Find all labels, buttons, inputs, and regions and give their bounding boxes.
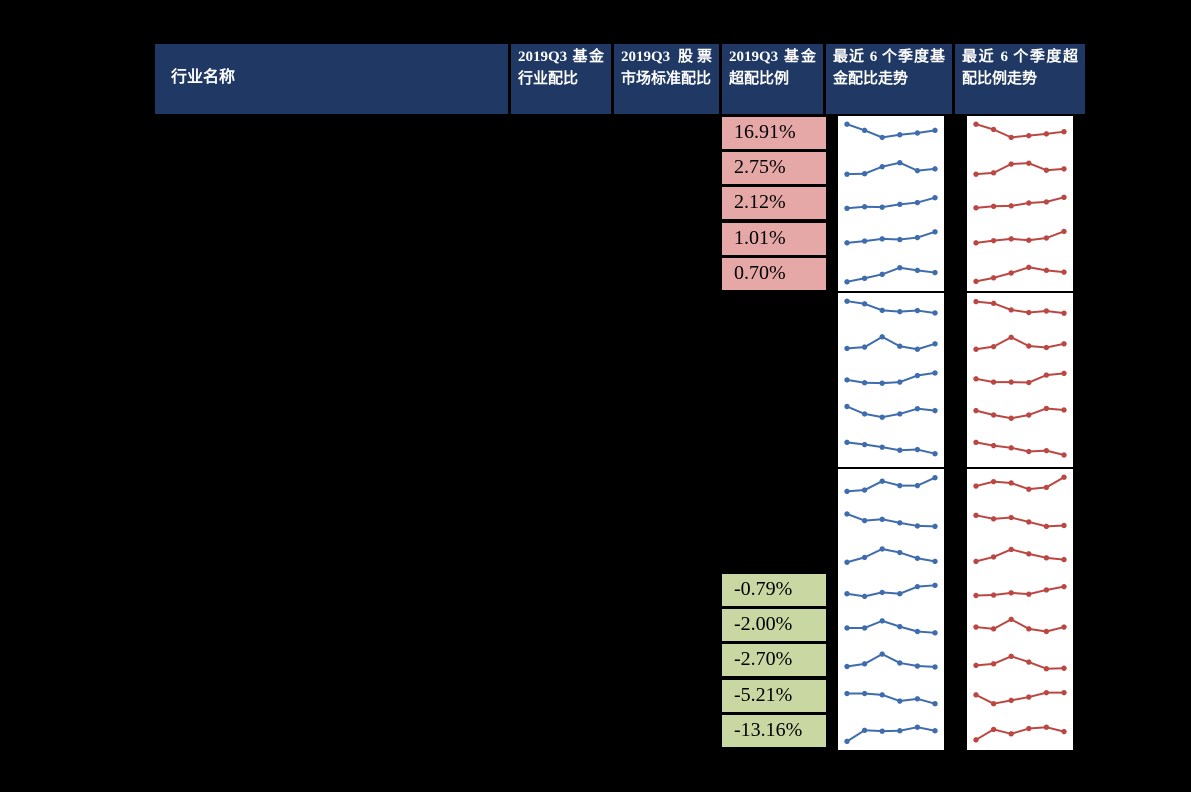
fund-allocation-trend-sparkline	[844, 195, 938, 211]
overweight-ratio-trend-sparkline	[973, 689, 1067, 707]
fund-allocation-trend-sparkline	[844, 474, 938, 495]
fund-allocation-trend-sparkline	[844, 404, 938, 421]
overweight-negative-cell: -13.16%	[722, 714, 826, 747]
fund-allocation-trend-block	[838, 116, 944, 291]
overweight-ratio-trend-sparkline	[973, 334, 1067, 352]
header-market-standard-allocation: 2019Q3 股票市场标准配比	[614, 44, 722, 114]
header-overweight-ratio-trend: 最近 6 个季度超配比例走势	[955, 44, 1085, 114]
overweight-ratio-trend-sparkline	[973, 406, 1067, 422]
fund-allocation-trend-sparkline	[844, 439, 938, 457]
overweight-ratio-trend-sparkline	[973, 370, 1067, 385]
fund-allocation-trend-block	[838, 293, 944, 467]
overweight-ratio-trend-sparkline	[973, 653, 1067, 672]
table-header-row: 行业名称 2019Q3 基金行业配比 2019Q3 股票市场标准配比 2019Q…	[155, 44, 1085, 114]
overweight-positive-cell: 2.12%	[722, 187, 826, 220]
fund-allocation-trend-sparkline	[844, 724, 938, 744]
fund-allocation-trend-sparkline	[844, 333, 938, 352]
overweight-positive-cell: 16.91%	[722, 117, 826, 149]
overweight-ratio-trend-sparkline	[973, 616, 1067, 634]
fund-allocation-trend-sparkline	[844, 511, 938, 530]
overweight-ratio-trend-block	[967, 293, 1073, 467]
overweight-negative-cell: -2.00%	[722, 609, 826, 642]
overweight-ratio-trend-sparkline	[973, 160, 1067, 177]
header-fund-allocation-trend: 最近 6 个季度基金配比走势	[826, 44, 955, 114]
overweight-positive-cell: 0.70%	[722, 257, 826, 290]
fund-allocation-trend-sparkline	[844, 369, 938, 386]
overweight-negative-cell: -5.21%	[722, 679, 826, 712]
overweight-ratio-trend-sparkline	[973, 584, 1067, 599]
overweight-positive-cell: 1.01%	[722, 222, 826, 255]
overweight-ratio-trend-sparkline	[973, 121, 1067, 141]
header-fund-overweight-ratio: 2019Q3 基金超配比例	[722, 44, 826, 114]
fund-allocation-trend-sparkline	[844, 690, 938, 707]
overweight-positive-cell: 2.75%	[722, 152, 826, 185]
overweight-ratio-trend-block	[967, 116, 1073, 291]
fund-allocation-trend-sparkline	[844, 298, 938, 316]
fund-allocation-trend-sparkline	[844, 617, 938, 636]
fund-allocation-trend-block	[838, 469, 944, 750]
overweight-ratio-trend-block	[967, 469, 1073, 750]
fund-allocation-trend-sparkline	[844, 265, 938, 285]
fund-allocation-trend-sparkline	[844, 651, 938, 670]
overweight-ratio-trend-sparkline	[973, 264, 1067, 285]
overweight-negative-cell: -0.79%	[722, 574, 826, 606]
fund-allocation-trend-sparkline	[844, 582, 938, 600]
overweight-ratio-trend-sparkline	[973, 439, 1067, 458]
fund-allocation-trend-sparkline	[844, 229, 938, 246]
fund-allocation-trend-sparkline	[844, 160, 938, 177]
header-industry-name: 行业名称	[155, 44, 511, 114]
overweight-negative-cell: -2.70%	[722, 644, 826, 677]
fund-allocation-trend-sparkline	[844, 546, 938, 566]
overweight-ratio-trend-sparkline	[973, 546, 1067, 565]
overweight-ratio-trend-sparkline	[973, 512, 1067, 530]
fund-allocation-trend-sparkline	[844, 121, 938, 141]
overweight-ratio-trend-sparkline	[973, 298, 1067, 316]
overweight-ratio-trend-sparkline	[973, 474, 1067, 492]
overweight-ratio-trend-sparkline	[973, 194, 1067, 211]
header-fund-industry-allocation: 2019Q3 基金行业配比	[511, 44, 614, 114]
overweight-ratio-trend-sparkline	[973, 724, 1067, 743]
overweight-ratio-trend-sparkline	[973, 228, 1067, 246]
